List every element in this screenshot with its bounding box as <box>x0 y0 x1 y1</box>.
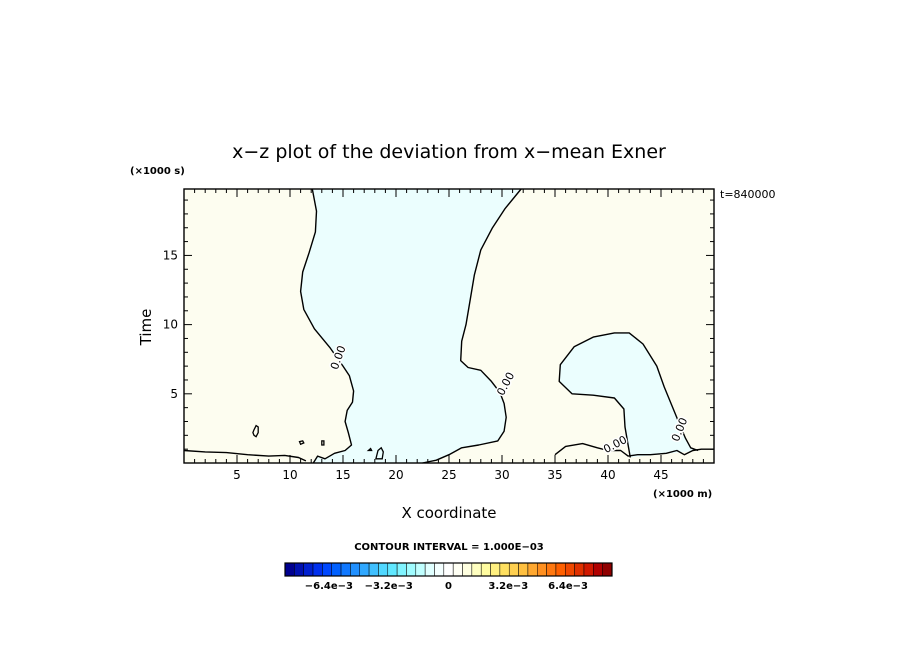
plot-area: 0.000.000.000.000.000.000.000.005 10 15 20 2… <box>163 188 715 482</box>
colorbar-swatch <box>471 562 482 577</box>
colorbar-swatch <box>387 562 398 577</box>
y-tick-label: 10 <box>163 318 178 332</box>
colorbar-swatch <box>303 562 314 577</box>
colorbar-swatch <box>462 562 473 577</box>
colorbar-swatch <box>565 562 575 577</box>
colorbar-swatch <box>480 562 491 577</box>
colorbar-tick-label: 6.4e−3 <box>548 581 588 592</box>
colorbar-swatch <box>378 562 389 577</box>
y-axis-title: Time <box>137 309 155 347</box>
colorbar-swatch <box>593 562 603 577</box>
closed-contour-3 <box>321 440 325 446</box>
colorbar-swatch <box>527 562 538 577</box>
contour-line-5 <box>558 332 699 458</box>
colorbar-tick-label: 0 <box>445 581 452 592</box>
x-tick-label: 40 <box>600 468 615 482</box>
contour-interval-label: CONTOUR INTERVAL = 1.000E−03 <box>354 542 544 553</box>
x-tick-label: 35 <box>547 468 562 482</box>
negative-region-center <box>300 189 522 463</box>
colorbar-swatch <box>350 562 360 577</box>
time-label: t=840000 <box>720 188 776 201</box>
closed-contour-1 <box>252 424 259 438</box>
x-tick-label: 5 <box>233 468 241 482</box>
colorbar-tick-label: −6.4e−3 <box>305 581 353 592</box>
colorbar-swatch <box>518 562 529 577</box>
colorbar-swatch <box>284 562 295 577</box>
x-unit-label: (×1000 m) <box>653 489 712 500</box>
colorbar-swatch <box>331 562 342 577</box>
contour-line-1 <box>183 449 307 462</box>
colorbar-swatch <box>490 562 501 577</box>
contour-line-4 <box>554 442 714 457</box>
colorbar-tick-label: 3.2e−3 <box>488 581 528 592</box>
colorbar-swatch <box>312 562 323 577</box>
colorbar-swatch <box>537 562 547 577</box>
negative-region-right <box>559 332 699 458</box>
colorbar-swatch <box>396 562 407 577</box>
colorbar-swatch <box>359 562 370 577</box>
closed-contour-4 <box>375 446 384 460</box>
colorbar-swatch <box>434 562 445 577</box>
x-tick-label: 25 <box>441 468 456 482</box>
chart-title: x−z plot of the deviation from x−mean Ex… <box>232 141 666 163</box>
colorbar-swatch <box>602 562 613 577</box>
closed-contour-5 <box>366 447 373 452</box>
colorbar-swatch <box>322 562 332 577</box>
colorbar: −6.4e−3 −3.2e−3 0 3.2e−3 6.4e−3 <box>284 562 613 592</box>
colorbar-swatch <box>424 562 435 577</box>
x-tick-label: 10 <box>282 468 297 482</box>
y-unit-label: (×1000 s) <box>130 166 185 177</box>
colorbar-swatch <box>574 562 585 577</box>
colorbar-frame <box>284 562 613 577</box>
colorbar-swatch <box>555 562 566 577</box>
x-tick-label: 45 <box>653 468 668 482</box>
colorbar-swatch <box>415 562 426 577</box>
x-tick-label: 30 <box>494 468 509 482</box>
colorbar-swatch <box>294 562 304 577</box>
x-tick-label: 15 <box>335 468 350 482</box>
x-tick-label: 20 <box>388 468 403 482</box>
colorbar-swatch <box>452 562 463 577</box>
colorbar-swatch <box>406 562 417 577</box>
colorbar-swatch <box>508 562 519 577</box>
contour-line-2 <box>299 188 355 464</box>
colorbar-swatch <box>443 562 454 577</box>
colorbar-swatch <box>499 562 510 577</box>
closed-contour-2 <box>298 440 305 446</box>
x-axis-title: X coordinate <box>401 504 496 522</box>
colorbar-tick-label: −3.2e−3 <box>365 581 413 592</box>
y-tick-label: 15 <box>163 248 178 262</box>
y-tick-label: 5 <box>170 387 178 401</box>
colorbar-swatch <box>340 562 351 577</box>
colorbar-swatch <box>583 562 594 577</box>
colorbar-swatch <box>546 562 557 577</box>
contour-line-3 <box>422 188 522 464</box>
colorbar-swatch <box>368 562 379 577</box>
